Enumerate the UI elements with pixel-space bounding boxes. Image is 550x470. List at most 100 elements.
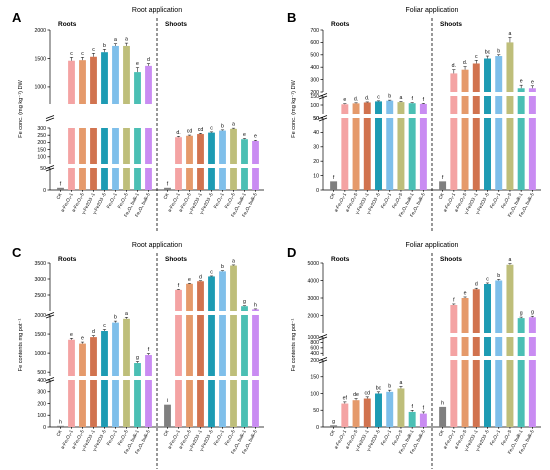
bar <box>57 425 64 427</box>
bar-break-gap <box>449 114 458 118</box>
bar-break-gap <box>528 92 537 96</box>
significance-letter: e <box>188 277 191 283</box>
bar-break-gap <box>185 164 194 168</box>
y-tick-label: 2500 <box>34 293 46 299</box>
significance-letter: d. <box>176 130 180 136</box>
bar <box>363 398 371 427</box>
significance-letter: a <box>399 95 402 101</box>
y-axis-label: Fe contents mg pot⁻¹ <box>18 319 24 372</box>
y-tick-label: 200 <box>310 90 319 96</box>
significance-letter: c <box>210 125 213 131</box>
y-tick-label: 2000 <box>34 28 46 34</box>
y-axis-label: Fe conc. (mg kg⁻¹) DW <box>18 79 24 137</box>
significance-letter: b <box>388 94 391 100</box>
x-tick-label: CK <box>162 428 170 437</box>
y-tick-label: 50 <box>40 166 46 172</box>
bar-break-gap <box>251 376 260 380</box>
bar <box>450 305 458 427</box>
bar-break-gap <box>144 104 153 128</box>
bar-break-gap <box>352 114 361 118</box>
axis-break-mark <box>45 377 55 384</box>
bar <box>134 72 141 190</box>
y-tick-label: 100 <box>37 155 46 161</box>
panel-title: Root application <box>132 7 182 14</box>
section-label-shoots: Shoots <box>165 256 187 263</box>
y-axis-label: Fe contents mg pot⁻¹ <box>291 319 297 372</box>
bar-break-gap <box>363 114 372 118</box>
y-tick-label: 5000 <box>307 261 319 267</box>
bar-break-gap <box>483 92 492 96</box>
axis-break-mark <box>45 312 55 319</box>
y-tick-label: 200 <box>37 140 46 146</box>
axis-break-mark <box>318 115 328 122</box>
y-tick-label: 0 <box>43 188 46 194</box>
significance-letter: c <box>210 269 213 275</box>
bar-break-gap <box>517 356 526 360</box>
significance-letter: e <box>520 79 523 85</box>
bar-break-gap <box>340 114 349 118</box>
significance-letter: d. <box>463 60 467 66</box>
bar-break-gap <box>133 104 142 128</box>
significance-letter: d. <box>365 95 369 101</box>
significance-letter: b <box>103 43 106 49</box>
bar-break-gap <box>483 114 492 118</box>
bar-break-gap <box>196 311 205 315</box>
bar-break-gap <box>472 333 481 337</box>
bar-break-gap <box>517 333 526 337</box>
significance-letter: g <box>332 419 335 425</box>
bar-break-gap <box>240 311 249 315</box>
significance-letter: de <box>353 392 359 398</box>
bar-break-gap <box>67 104 76 128</box>
axis-break-mark <box>45 115 55 122</box>
bar <box>419 413 427 427</box>
bar-break-gap <box>111 376 120 380</box>
bar <box>506 264 514 427</box>
bar-break-gap <box>218 376 227 380</box>
x-tick-label: CK <box>438 428 446 437</box>
bar-break-gap <box>517 92 526 96</box>
panel-a: A Root application Fe conc. (mg kg⁻¹) DW 0 5… <box>12 7 264 232</box>
bar-break-gap <box>100 376 109 380</box>
bar-break-gap <box>207 164 216 168</box>
y-tick-label: 1500 <box>34 332 46 338</box>
bar <box>439 181 447 190</box>
bar-break-gap <box>207 311 216 315</box>
significance-letter: bc <box>485 50 491 56</box>
bar <box>230 128 237 190</box>
significance-letter: d <box>92 329 95 335</box>
bar-break-gap <box>78 164 87 168</box>
bar-break-gap <box>528 333 537 337</box>
x-tick-label: CK <box>438 191 446 200</box>
significance-letter: f <box>411 96 413 102</box>
significance-letter: a <box>508 257 511 263</box>
bar-break-gap <box>385 114 394 118</box>
significance-letter: e <box>254 134 257 140</box>
y-tick-label: 0 <box>43 425 46 431</box>
bar-break-gap <box>472 114 481 118</box>
bar-break-gap <box>494 333 503 337</box>
bar <box>341 403 349 427</box>
bar <box>419 103 427 190</box>
panel-d: D Foliar application Fe contents mg pot⁻¹ 0… <box>287 242 541 469</box>
bar <box>397 102 405 190</box>
y-tick-label: 1000 <box>307 335 319 341</box>
bar-break-gap <box>240 164 249 168</box>
bar <box>352 103 360 190</box>
significance-letter: b <box>388 384 391 390</box>
bar <box>57 187 64 190</box>
y-tick-label: 20 <box>313 159 319 165</box>
bar <box>386 391 394 427</box>
y-tick-label: 4000 <box>307 278 319 284</box>
bar <box>408 411 416 427</box>
panel-letter: A <box>12 10 22 25</box>
bar-break-gap <box>218 164 227 168</box>
bar <box>219 130 226 190</box>
y-axis-label: Fe conc. (mg kg⁻¹) DW <box>291 79 297 137</box>
bar-break-gap <box>483 356 492 360</box>
bar-break-gap <box>133 164 142 168</box>
significance-letter: f <box>148 347 150 353</box>
y-tick-label: 300 <box>310 77 319 83</box>
bar-break-gap <box>144 376 153 380</box>
bar-break-gap <box>461 333 470 337</box>
significance-letter: e <box>464 290 467 296</box>
